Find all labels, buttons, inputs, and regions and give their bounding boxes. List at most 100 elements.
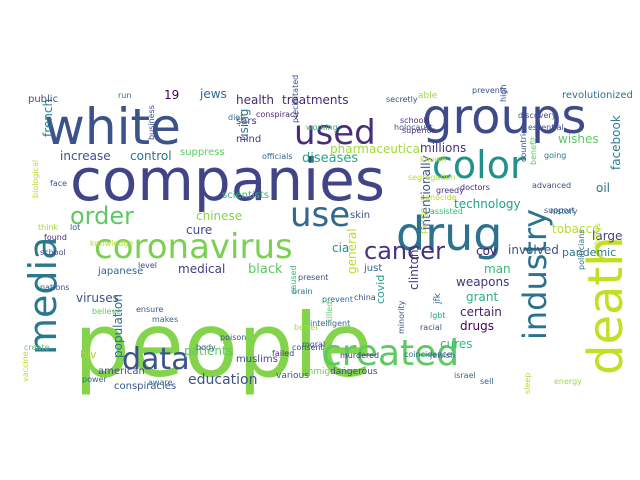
word-cures: cures [440,337,473,351]
word-pharmaceutical: pharmaceutical [330,142,423,156]
word-present: present [298,273,328,282]
word-purge: purge [419,207,429,234]
word-genocide: genocide [420,193,457,202]
word-using: using [237,109,251,141]
word-color: color [432,143,526,187]
word-revolutionized: revolutionized [562,90,633,101]
word-biological: biological [31,160,40,198]
word-chinese: chinese [196,209,242,223]
word-technology: technology [454,197,521,211]
word-precipitated: precipitated [291,75,300,123]
word-lot: lot [70,223,80,232]
word-health: health [236,93,274,107]
word-control: control [130,149,172,163]
word-china: china [354,293,376,302]
word-create: create [24,343,49,352]
word-used: used [294,113,376,153]
word-segregation: segregation [408,173,456,182]
word-man: man [484,262,511,276]
word-working: working [306,123,338,132]
word-pandemic: pandemic [562,246,616,259]
word-assisted: assisted [430,207,463,216]
word-19: 19 [164,88,179,102]
word-body: body [196,343,216,352]
word-jews: jews [199,87,227,101]
word-diet: diet [228,113,243,122]
word-treatments: treatments [282,93,348,107]
word-white: white [44,98,181,156]
word-suppress: suppress [180,147,225,158]
word-increase: increase [60,149,111,163]
word-japanese: japanese [97,266,143,277]
word-coronavirus: coronavirus [94,227,293,267]
word-ensure: ensure [136,305,163,314]
word-millions: millions [420,141,466,155]
word-immigration: immigration [302,367,357,377]
word-large: large [592,229,622,243]
word-prevents: prevents [472,86,507,95]
word-vaccine: vaccine [21,351,30,382]
word-business: business [147,105,156,140]
word-created: created [322,333,459,374]
word-certain: certain [460,305,502,319]
word-superior: superior [402,126,436,135]
word-cia: cia [332,241,349,255]
word-death: death [578,236,634,375]
word-knowledge: knowledge [90,239,133,248]
word-muslims: muslims [236,354,278,365]
word-moral: moral [302,340,325,349]
word-face: face [50,179,67,188]
word-schools: schools [400,116,430,125]
word-greedy: greedy [436,186,464,195]
word-school: school [40,248,66,257]
word-run: run [118,91,131,100]
word-secretly: secretly [386,95,418,104]
word-consent: consent [292,343,324,352]
word-things: things [593,223,602,248]
word-intentionally: intentionally [419,155,433,230]
word-lgbt: lgbt [430,311,446,320]
word-viruses: viruses [76,291,119,305]
word-benefit: benefit [529,137,538,165]
word-failed: failed [272,349,294,358]
word-media: media [21,237,65,355]
word-doctors: doctors [460,183,490,192]
word-prevent: prevent [322,295,353,304]
word-scientists: scientists [222,190,269,201]
word-clinton: clinton [407,249,421,290]
word-believe: believe [92,307,121,316]
word-murdered: murdered [340,351,379,360]
word-diseases: diseases [302,151,358,166]
word-killed: killed [325,302,334,323]
word-cov: cov [476,244,497,258]
word-medical: medical [178,262,225,276]
word-oil: oil [596,181,610,195]
word-use: use [290,195,350,235]
word-dangerous: dangerous [330,367,378,377]
word-minority: minority [397,300,406,334]
word-american: american [98,366,145,377]
word-advanced: advanced [532,181,571,190]
word-israel: israel [454,371,476,380]
word-conspiracy: conspiracy [256,110,299,119]
word-politicians: politicians [577,229,586,270]
word-wishes: wishes [558,132,599,146]
word-essential: essential [528,123,564,132]
word-groups: groups [422,89,586,145]
word-covid: covid [374,275,387,304]
word-grant: grant [466,290,499,304]
word-tobacco: tobacco [552,222,600,236]
word-patients: patients [184,344,233,358]
word-able: able [418,91,438,101]
word-racial: racial [420,323,442,332]
word-facebook: facebook [609,115,623,170]
word-holocaust: holocaust [394,123,433,132]
word-discovery: discovery [518,111,557,120]
word-public: public [28,94,58,105]
word-power: power [82,375,107,384]
word-general: general [345,228,359,274]
word-caused: caused [289,265,298,294]
word-history: history [550,207,578,216]
word-nations: nations [40,283,69,292]
